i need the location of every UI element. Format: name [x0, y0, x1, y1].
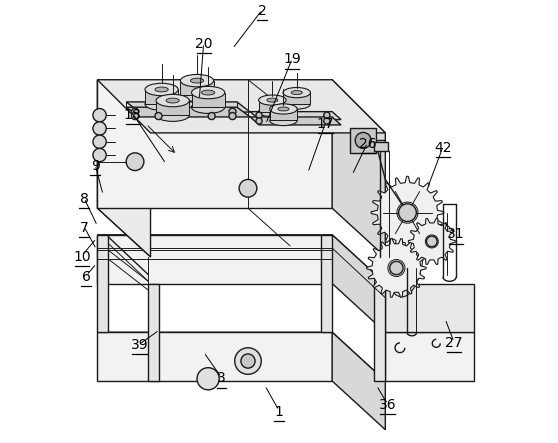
Polygon shape	[148, 284, 160, 381]
Polygon shape	[350, 128, 377, 153]
Ellipse shape	[166, 98, 179, 103]
Polygon shape	[408, 218, 455, 264]
Text: 6: 6	[82, 269, 91, 284]
Text: 27: 27	[445, 336, 463, 350]
Polygon shape	[97, 80, 386, 133]
Circle shape	[324, 112, 330, 118]
Text: 36: 36	[379, 398, 396, 412]
Circle shape	[398, 204, 416, 222]
Polygon shape	[332, 332, 386, 430]
Ellipse shape	[258, 107, 286, 117]
Polygon shape	[250, 112, 341, 120]
Polygon shape	[126, 102, 250, 112]
Text: 17: 17	[317, 117, 334, 131]
Polygon shape	[250, 117, 341, 125]
Circle shape	[208, 113, 215, 120]
Ellipse shape	[267, 98, 278, 102]
Circle shape	[132, 108, 138, 115]
Polygon shape	[374, 284, 386, 381]
Polygon shape	[97, 80, 151, 257]
Text: 42: 42	[434, 141, 451, 155]
Circle shape	[256, 118, 262, 124]
Ellipse shape	[180, 89, 214, 101]
Polygon shape	[97, 80, 332, 208]
Ellipse shape	[283, 99, 310, 109]
Text: 31: 31	[448, 227, 465, 241]
Polygon shape	[156, 101, 189, 115]
Ellipse shape	[201, 90, 215, 95]
Text: 9: 9	[91, 159, 99, 173]
Text: 18: 18	[124, 108, 142, 122]
Text: 39: 39	[131, 338, 148, 352]
Ellipse shape	[278, 107, 289, 111]
Polygon shape	[97, 332, 332, 381]
Text: 20: 20	[195, 37, 213, 51]
Circle shape	[93, 148, 106, 162]
Text: 2: 2	[258, 4, 267, 18]
Circle shape	[324, 118, 330, 124]
Ellipse shape	[291, 90, 302, 95]
Polygon shape	[180, 81, 214, 95]
Circle shape	[241, 354, 255, 368]
Polygon shape	[191, 93, 225, 107]
Polygon shape	[97, 332, 386, 381]
Polygon shape	[270, 109, 297, 120]
Circle shape	[93, 122, 106, 135]
Polygon shape	[97, 235, 108, 332]
Circle shape	[256, 112, 262, 118]
Polygon shape	[258, 100, 286, 112]
Polygon shape	[321, 235, 332, 332]
Circle shape	[229, 113, 236, 120]
Polygon shape	[332, 235, 386, 332]
Circle shape	[389, 261, 403, 275]
Circle shape	[235, 348, 261, 374]
Ellipse shape	[145, 83, 178, 96]
Polygon shape	[97, 235, 386, 284]
Circle shape	[397, 202, 418, 223]
Ellipse shape	[155, 87, 169, 92]
Ellipse shape	[145, 98, 178, 110]
Polygon shape	[145, 89, 178, 104]
Circle shape	[126, 153, 144, 171]
Polygon shape	[367, 239, 426, 297]
Ellipse shape	[156, 109, 189, 121]
Ellipse shape	[270, 104, 297, 114]
Text: 10: 10	[73, 249, 91, 264]
Text: 3: 3	[217, 371, 226, 385]
Circle shape	[388, 260, 405, 276]
Polygon shape	[332, 80, 386, 257]
Text: 1: 1	[275, 404, 283, 419]
Polygon shape	[386, 284, 474, 332]
Ellipse shape	[191, 86, 225, 99]
Circle shape	[155, 113, 162, 120]
Circle shape	[93, 109, 106, 122]
Ellipse shape	[190, 78, 204, 83]
Ellipse shape	[270, 116, 297, 126]
Circle shape	[93, 135, 106, 148]
Circle shape	[426, 236, 437, 247]
Circle shape	[355, 132, 371, 148]
Polygon shape	[374, 142, 388, 151]
Ellipse shape	[258, 95, 286, 105]
Polygon shape	[97, 235, 332, 284]
Polygon shape	[386, 332, 474, 381]
Ellipse shape	[283, 88, 310, 98]
Polygon shape	[371, 176, 444, 249]
Text: 8: 8	[80, 192, 89, 206]
Circle shape	[197, 368, 219, 390]
Circle shape	[425, 235, 439, 248]
Polygon shape	[283, 93, 310, 104]
Text: 7: 7	[80, 221, 89, 235]
Ellipse shape	[156, 94, 189, 107]
Ellipse shape	[191, 101, 225, 113]
Circle shape	[239, 179, 257, 197]
Text: 26: 26	[359, 136, 377, 151]
Circle shape	[229, 108, 236, 115]
Ellipse shape	[180, 74, 214, 87]
Text: 19: 19	[283, 52, 301, 66]
Circle shape	[132, 113, 138, 120]
Polygon shape	[126, 107, 250, 117]
